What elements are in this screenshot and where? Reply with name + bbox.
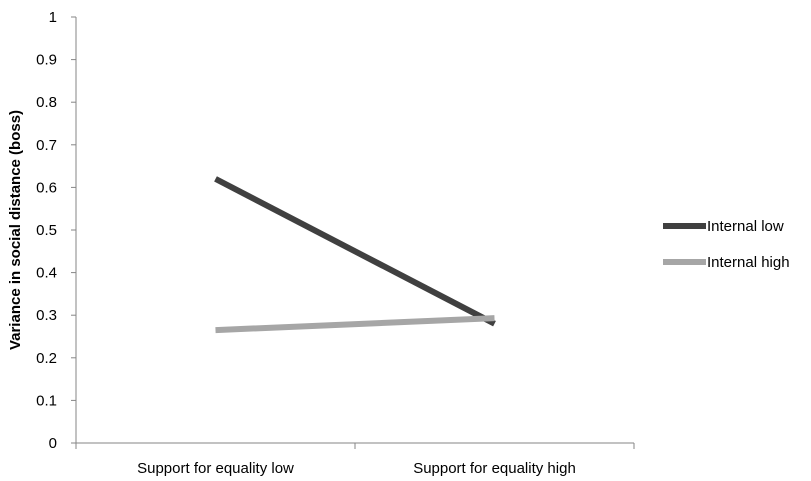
y-tick-label: 0.6 <box>36 179 57 196</box>
legend: Internal low Internal high <box>663 218 790 271</box>
y-axis: 0 0.1 0.2 0.3 0.4 0.5 0.6 0.7 0.8 0.9 1 <box>36 9 77 452</box>
legend-label: Internal high <box>707 254 790 271</box>
x-axis: Support for equality low Support for equa… <box>75 442 635 477</box>
y-tick-label: 1 <box>49 9 57 26</box>
y-tick-label: 0.7 <box>36 137 57 154</box>
legend-label: Internal low <box>707 218 784 235</box>
y-tick-label: 0.8 <box>36 94 57 111</box>
x-tick-label: Support for equality low <box>137 460 294 477</box>
y-tick-label: 0 <box>49 435 57 452</box>
y-tick-label: 0.1 <box>36 392 57 409</box>
series-lines <box>214 176 496 334</box>
y-tick-label: 0.9 <box>36 52 57 69</box>
series-line-1 <box>214 176 496 327</box>
x-tick-label: Support for equality high <box>413 460 576 477</box>
y-axis-title: Variance in social distance (boss) <box>7 110 24 350</box>
series-line-2 <box>215 315 495 334</box>
y-tick-label: 0.3 <box>36 307 57 324</box>
y-tick-label: 0.5 <box>36 222 57 239</box>
y-tick-label: 0.4 <box>36 265 57 282</box>
y-tick-label: 0.2 <box>36 350 57 367</box>
